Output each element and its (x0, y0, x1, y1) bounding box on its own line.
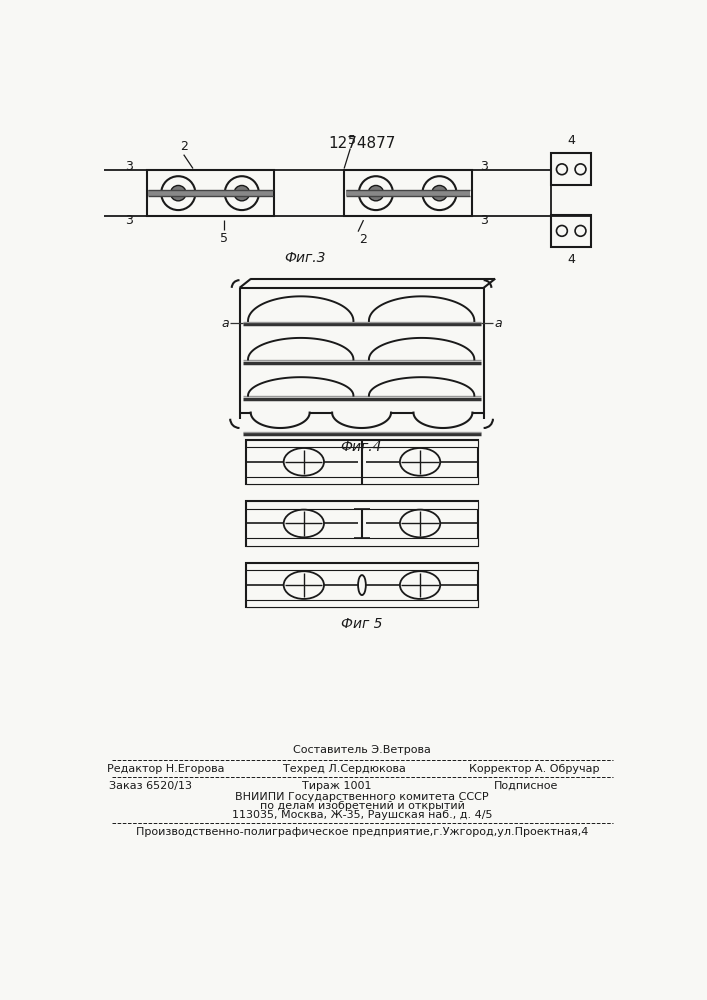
Text: Подписное: Подписное (494, 781, 559, 791)
Circle shape (556, 164, 567, 175)
Text: ВНИИПИ Государственного комитета СССР: ВНИИПИ Государственного комитета СССР (235, 792, 489, 802)
Text: 5: 5 (220, 232, 228, 245)
Circle shape (161, 176, 195, 210)
Bar (246, 538, 478, 546)
Ellipse shape (400, 448, 440, 476)
Text: Редактор Н.Егорова: Редактор Н.Егорова (107, 764, 225, 774)
Text: 2: 2 (360, 233, 368, 246)
Bar (246, 477, 478, 484)
Text: Фиг.3: Фиг.3 (285, 251, 326, 265)
Text: 4: 4 (567, 253, 575, 266)
Text: Корректор А. Обручар: Корректор А. Обручар (469, 764, 600, 774)
Ellipse shape (284, 448, 324, 476)
Circle shape (234, 185, 250, 201)
Text: Техред Л.Сердюкова: Техред Л.Сердюкова (283, 764, 406, 774)
Text: Тираж 1001: Тираж 1001 (302, 781, 371, 791)
Ellipse shape (400, 510, 440, 537)
Bar (246, 501, 478, 509)
Bar (246, 563, 478, 607)
Ellipse shape (284, 571, 324, 599)
Ellipse shape (400, 571, 440, 599)
Text: Производственно-полиграфическое предприятие,г.Ужгород,ул.Проектная,4: Производственно-полиграфическое предприя… (136, 827, 588, 837)
Circle shape (170, 185, 186, 201)
Text: 1274877: 1274877 (328, 136, 396, 151)
Text: по делам изобретений и открытий: по делам изобретений и открытий (259, 801, 464, 811)
Circle shape (368, 185, 384, 201)
Text: 3: 3 (480, 160, 488, 173)
Bar (246, 440, 478, 447)
Circle shape (432, 185, 448, 201)
Circle shape (575, 164, 586, 175)
Bar (344, 170, 472, 216)
Bar (246, 501, 478, 546)
Bar (148, 190, 273, 196)
Text: 113035, Москва, Ж-35, Раушская наб., д. 4/5: 113035, Москва, Ж-35, Раушская наб., д. … (232, 810, 492, 820)
Circle shape (225, 176, 259, 210)
Bar (551, 215, 591, 247)
Text: a: a (221, 317, 228, 330)
Text: 4: 4 (567, 134, 575, 147)
Circle shape (556, 225, 567, 236)
Text: 5: 5 (348, 134, 356, 147)
Text: 3: 3 (480, 214, 488, 227)
Text: Составитель Э.Ветрова: Составитель Э.Ветрова (293, 745, 431, 755)
Bar (246, 600, 478, 607)
Text: Фиг.4: Фиг.4 (341, 440, 382, 454)
Text: 3: 3 (124, 214, 132, 227)
Circle shape (359, 176, 393, 210)
Ellipse shape (284, 510, 324, 537)
Text: 2: 2 (180, 140, 187, 153)
Bar (346, 190, 470, 196)
Bar (551, 153, 591, 185)
Bar (246, 440, 478, 484)
Text: Фиг 5: Фиг 5 (341, 617, 382, 631)
Bar (246, 563, 478, 570)
Text: Заказ 6520/13: Заказ 6520/13 (109, 781, 192, 791)
Text: 3: 3 (124, 160, 132, 173)
Text: a: a (494, 317, 502, 330)
Circle shape (422, 176, 457, 210)
Bar (146, 170, 274, 216)
Circle shape (575, 225, 586, 236)
Ellipse shape (358, 575, 366, 595)
